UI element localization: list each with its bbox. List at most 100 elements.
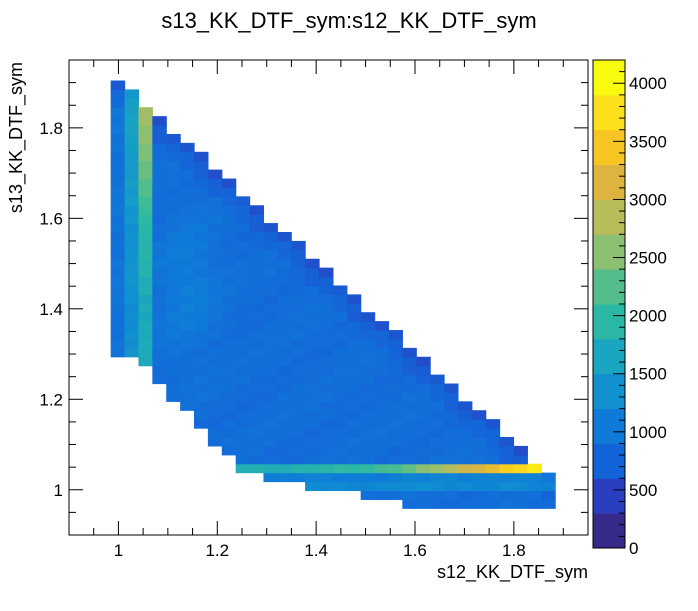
- heatmap-cell: [180, 187, 195, 197]
- heatmap-cell: [263, 223, 278, 233]
- heatmap-cell: [207, 285, 223, 295]
- heatmap-cell: [332, 445, 348, 456]
- heatmap-cell: [124, 294, 140, 304]
- heatmap-cell: [235, 267, 251, 278]
- heatmap-cell: [471, 454, 487, 465]
- heatmap-cell: [249, 205, 265, 215]
- heatmap-cell: [194, 276, 209, 287]
- heatmap-cell: [166, 142, 181, 153]
- heatmap-cell: [305, 330, 320, 340]
- heatmap-cell: [388, 383, 403, 394]
- heatmap-cell: [235, 410, 251, 420]
- heatmap-cell: [291, 258, 306, 269]
- heatmap-cell: [499, 490, 515, 500]
- heatmap-cell: [152, 169, 167, 180]
- heatmap-cell: [319, 401, 334, 411]
- heatmap-cell: [235, 338, 251, 349]
- heatmap-cell: [207, 401, 223, 411]
- heatmap-cell: [180, 338, 195, 349]
- heatmap-cell: [444, 445, 459, 456]
- heatmap-cell: [263, 374, 278, 385]
- heatmap-cell: [485, 463, 501, 474]
- heatmap-cell: [194, 303, 209, 313]
- heatmap-cell: [499, 445, 515, 456]
- heatmap-cell: [221, 196, 237, 206]
- heatmap-cell: [263, 330, 278, 340]
- heatmap-cell: [152, 285, 167, 295]
- heatmap-cell: [110, 178, 126, 189]
- heatmap-cell: [416, 365, 431, 376]
- heatmap-cell: [277, 463, 292, 474]
- heatmap-cell: [305, 258, 320, 269]
- heatmap-cell: [291, 436, 306, 447]
- heatmap-cell: [291, 428, 306, 438]
- heatmap-cell: [471, 490, 487, 500]
- heatmap-cell: [221, 392, 237, 402]
- heatmap-cell: [166, 285, 181, 295]
- heatmap-cell: [249, 214, 265, 224]
- heatmap-cell: [138, 321, 153, 331]
- heatmap-cell: [249, 454, 265, 465]
- heatmap-cell: [277, 445, 292, 456]
- heatmap-cell: [332, 321, 348, 331]
- heatmap-cell: [416, 463, 431, 474]
- heatmap-cell: [374, 410, 390, 420]
- heatmap-cell: [235, 365, 251, 376]
- heatmap-cell: [402, 419, 417, 429]
- heatmap-cell: [305, 392, 320, 402]
- heatmap-cell: [319, 338, 334, 349]
- heatmap-cell: [291, 338, 306, 349]
- heatmap-cell: [194, 267, 209, 278]
- heatmap-cell: [527, 499, 542, 509]
- heatmap-cell: [305, 374, 320, 385]
- heatmap-cell: [332, 374, 348, 385]
- heatmap-cell: [166, 338, 181, 349]
- heatmap-cell: [319, 356, 334, 367]
- heatmap-cell: [305, 321, 320, 331]
- heatmap-cell: [471, 410, 487, 420]
- heatmap-cell: [152, 178, 167, 189]
- color-scale-swatch: [593, 408, 625, 444]
- heatmap-cell: [110, 347, 126, 358]
- heatmap-cell: [457, 419, 473, 429]
- heatmap-cell: [110, 133, 126, 144]
- heatmap-cell: [388, 428, 403, 438]
- heatmap-cell: [388, 401, 403, 411]
- heatmap-cell: [305, 347, 320, 358]
- heatmap-cell: [305, 445, 320, 456]
- heatmap-cell: [221, 312, 237, 322]
- heatmap-cell: [263, 445, 278, 456]
- color-scale-swatch: [593, 269, 625, 305]
- heatmap-cell: [291, 419, 306, 429]
- heatmap-cell: [499, 454, 515, 465]
- heatmap-cell: [374, 419, 390, 429]
- heatmap-cell: [235, 294, 251, 304]
- heatmap-cell: [444, 428, 459, 438]
- heatmap-cell: [138, 338, 153, 349]
- heatmap-cell: [416, 490, 431, 500]
- heatmap-cell: [291, 401, 306, 411]
- heatmap-cell: [444, 463, 459, 474]
- heatmap-cell: [207, 410, 223, 420]
- heatmap-cell: [110, 160, 126, 171]
- heatmap-cell: [138, 142, 153, 153]
- heatmap-cell: [152, 196, 167, 206]
- heatmap-cell: [110, 240, 126, 251]
- heatmap-cell: [388, 347, 403, 358]
- heatmap-cell: [374, 436, 390, 447]
- heatmap-cell: [110, 249, 126, 260]
- heatmap-cell: [360, 481, 376, 492]
- heatmap-cell: [138, 356, 153, 367]
- heatmap-cell: [277, 392, 292, 402]
- color-scale-bar: [592, 59, 626, 549]
- plot-frame: [68, 59, 589, 536]
- heatmap-cell: [444, 401, 459, 411]
- heatmap-cell: [138, 223, 153, 233]
- heatmap-cell: [207, 276, 223, 287]
- heatmap-cell: [513, 481, 528, 492]
- heatmap-cell: [124, 178, 140, 189]
- heatmap-cell: [346, 374, 362, 385]
- heatmap-cell: [138, 160, 153, 171]
- heatmap-cell: [319, 374, 334, 385]
- heatmap-cell: [319, 330, 334, 340]
